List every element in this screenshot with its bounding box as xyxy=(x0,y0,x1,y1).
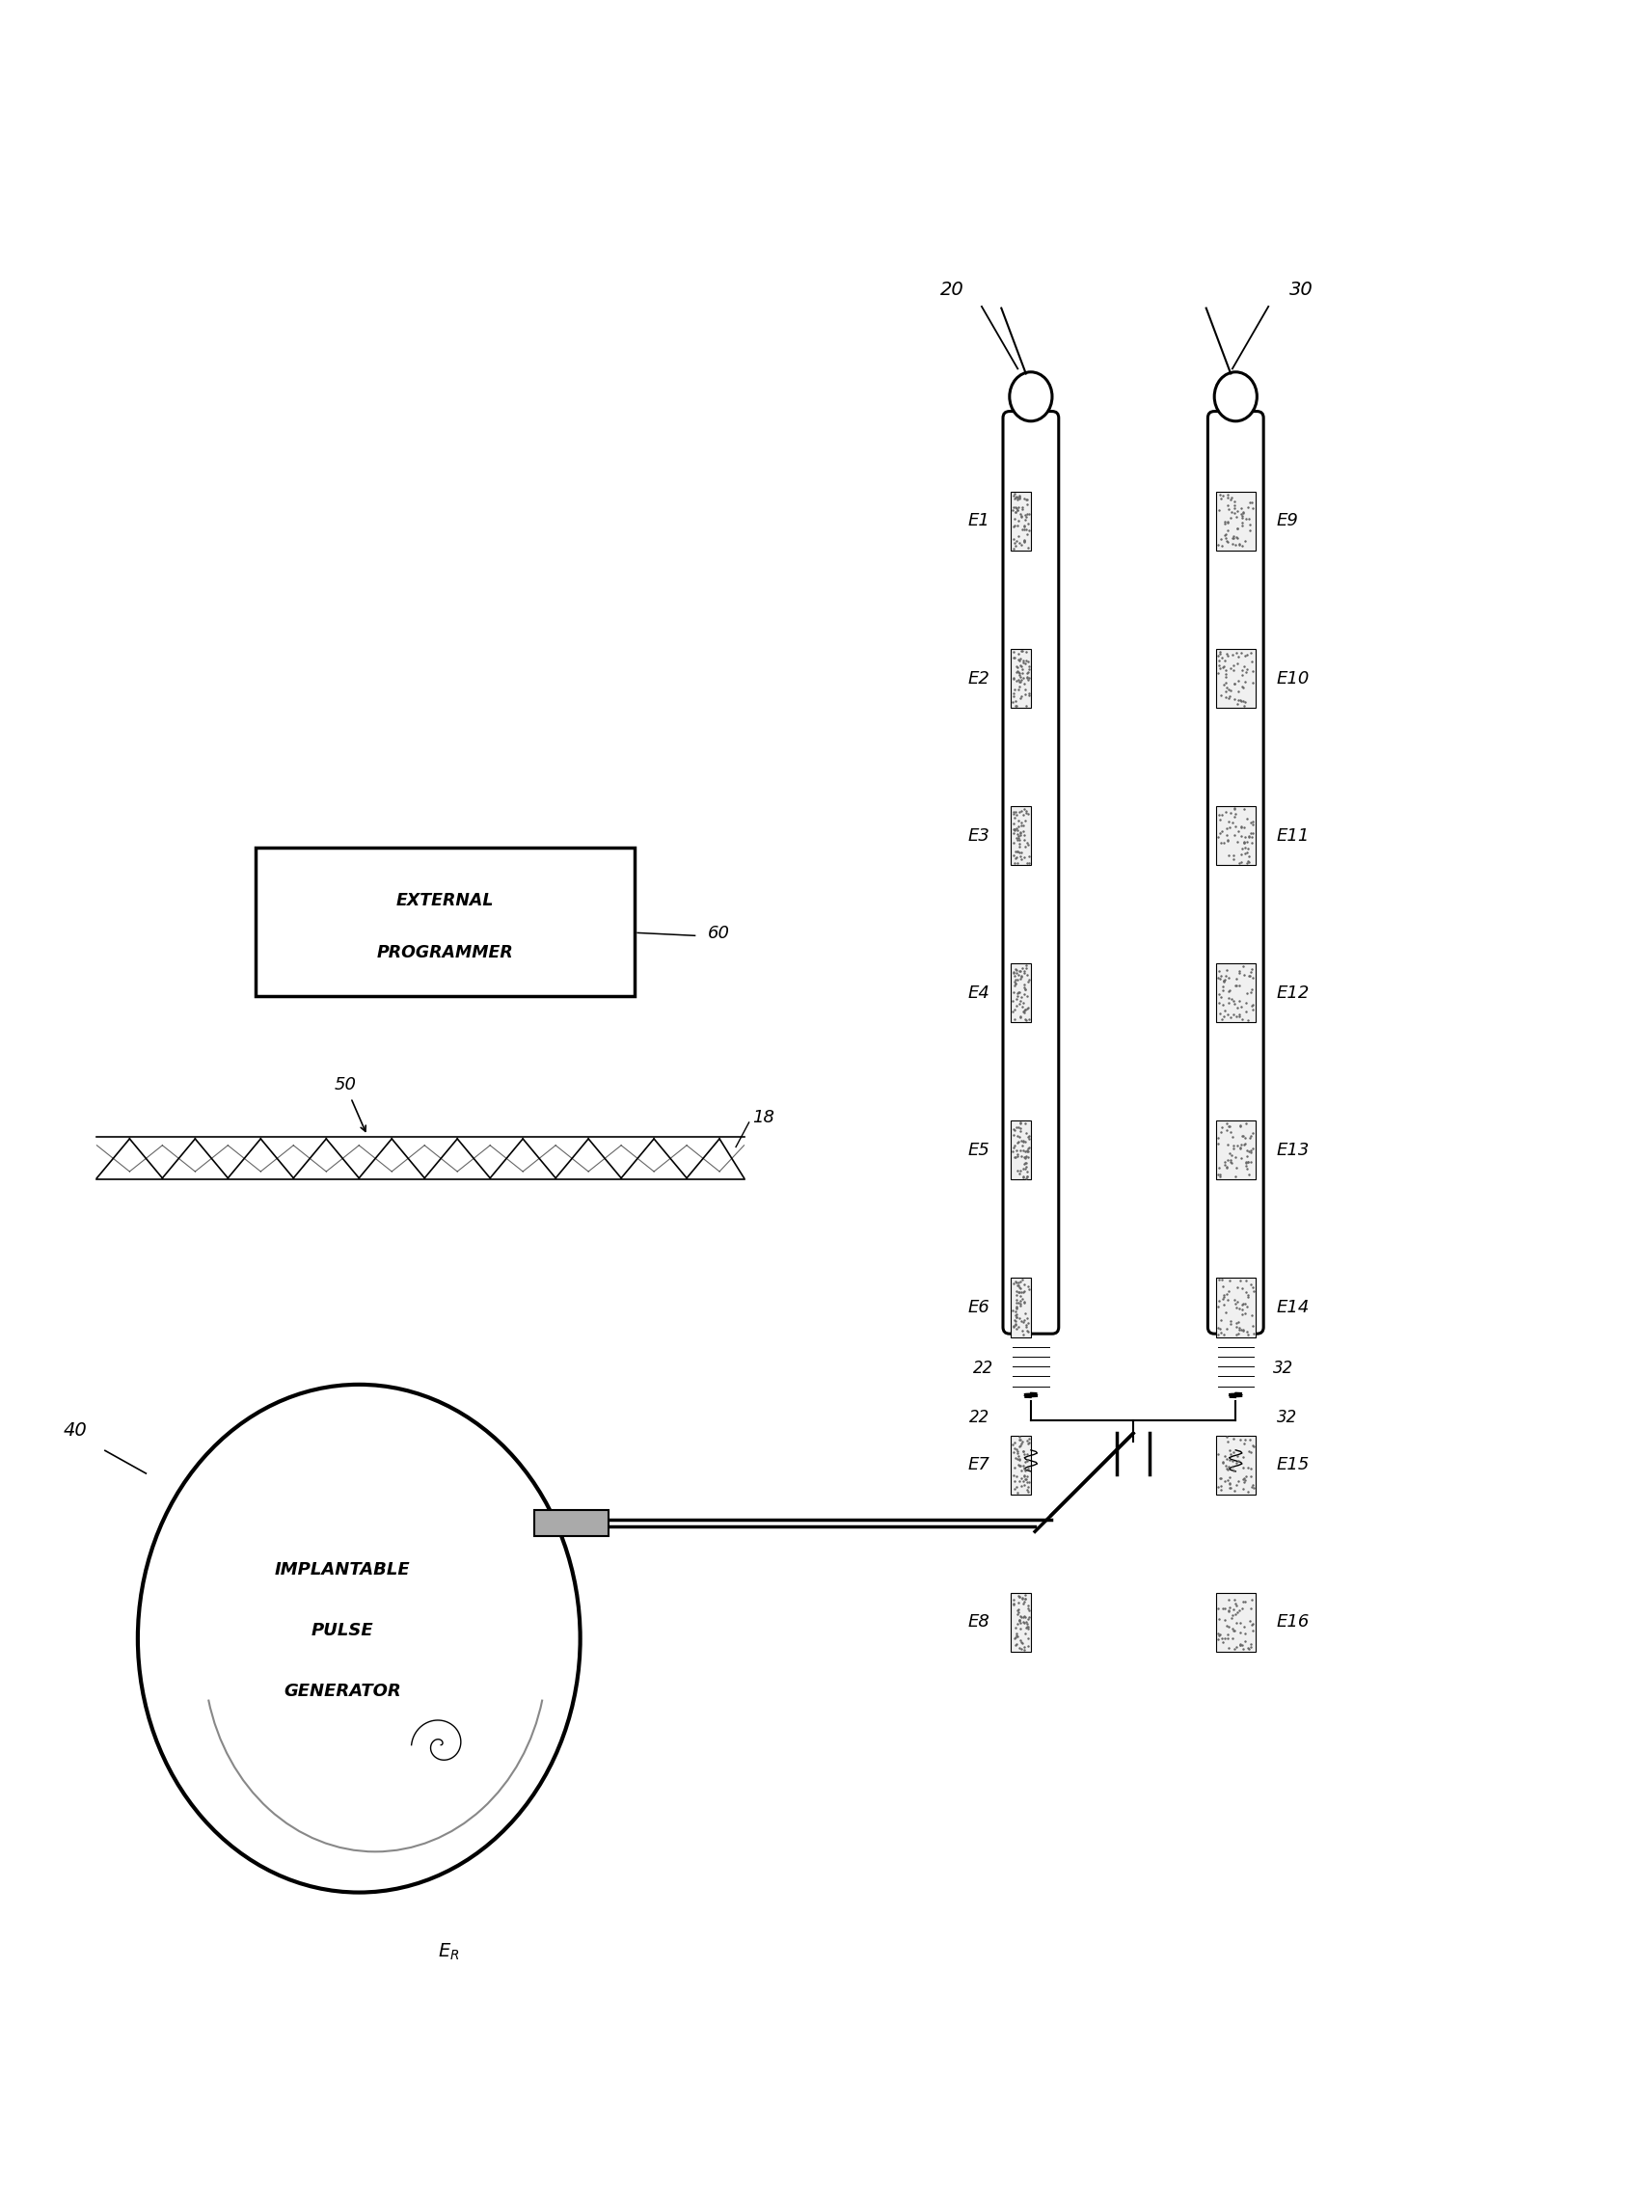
Text: E10: E10 xyxy=(1277,670,1310,688)
Bar xyxy=(1011,491,1031,551)
Text: E14: E14 xyxy=(1277,1298,1310,1316)
Bar xyxy=(534,1511,608,1537)
Bar xyxy=(1216,805,1256,865)
Ellipse shape xyxy=(137,1385,580,1893)
Text: E11: E11 xyxy=(1277,827,1310,845)
Text: PROGRAMMER: PROGRAMMER xyxy=(377,945,514,960)
FancyBboxPatch shape xyxy=(1208,411,1264,1334)
Text: 60: 60 xyxy=(709,925,730,942)
Bar xyxy=(1011,964,1031,1022)
Text: EXTERNAL: EXTERNAL xyxy=(396,891,494,909)
Text: E3: E3 xyxy=(968,827,990,845)
Text: 40: 40 xyxy=(63,1420,88,1440)
Text: E15: E15 xyxy=(1277,1455,1310,1473)
Text: E2: E2 xyxy=(968,670,990,688)
Text: E16: E16 xyxy=(1277,1613,1310,1630)
Bar xyxy=(1216,648,1256,708)
Text: E1: E1 xyxy=(968,513,990,531)
Bar xyxy=(1216,491,1256,551)
Text: E6: E6 xyxy=(968,1298,990,1316)
Text: E8: E8 xyxy=(968,1613,990,1630)
Text: 32: 32 xyxy=(1274,1360,1294,1376)
Text: 30: 30 xyxy=(1289,281,1313,299)
FancyBboxPatch shape xyxy=(256,847,634,995)
FancyBboxPatch shape xyxy=(1003,411,1059,1334)
Bar xyxy=(1011,1436,1031,1495)
Bar xyxy=(1216,1279,1256,1336)
Text: $E_R$: $E_R$ xyxy=(438,1942,459,1962)
Bar xyxy=(1011,1279,1031,1336)
Text: 18: 18 xyxy=(752,1108,775,1126)
Text: E12: E12 xyxy=(1277,984,1310,1002)
Text: 20: 20 xyxy=(940,281,965,299)
Bar xyxy=(1011,805,1031,865)
Text: 22: 22 xyxy=(970,1409,990,1427)
Text: E9: E9 xyxy=(1277,513,1298,531)
Bar xyxy=(1216,1121,1256,1179)
Bar xyxy=(1216,964,1256,1022)
Text: PULSE: PULSE xyxy=(312,1621,373,1639)
Text: E13: E13 xyxy=(1277,1141,1310,1159)
Bar xyxy=(1216,1593,1256,1652)
Text: 22: 22 xyxy=(973,1360,993,1376)
Text: E4: E4 xyxy=(968,984,990,1002)
Text: E5: E5 xyxy=(968,1141,990,1159)
Text: GENERATOR: GENERATOR xyxy=(284,1681,401,1699)
Text: 50: 50 xyxy=(334,1075,357,1093)
Bar xyxy=(1011,648,1031,708)
Ellipse shape xyxy=(1214,372,1257,420)
Ellipse shape xyxy=(1009,372,1052,420)
Text: IMPLANTABLE: IMPLANTABLE xyxy=(274,1562,410,1579)
Text: 32: 32 xyxy=(1277,1409,1297,1427)
Text: E7: E7 xyxy=(968,1455,990,1473)
Bar xyxy=(1011,1121,1031,1179)
Bar xyxy=(1011,1593,1031,1652)
Bar xyxy=(1216,1436,1256,1495)
